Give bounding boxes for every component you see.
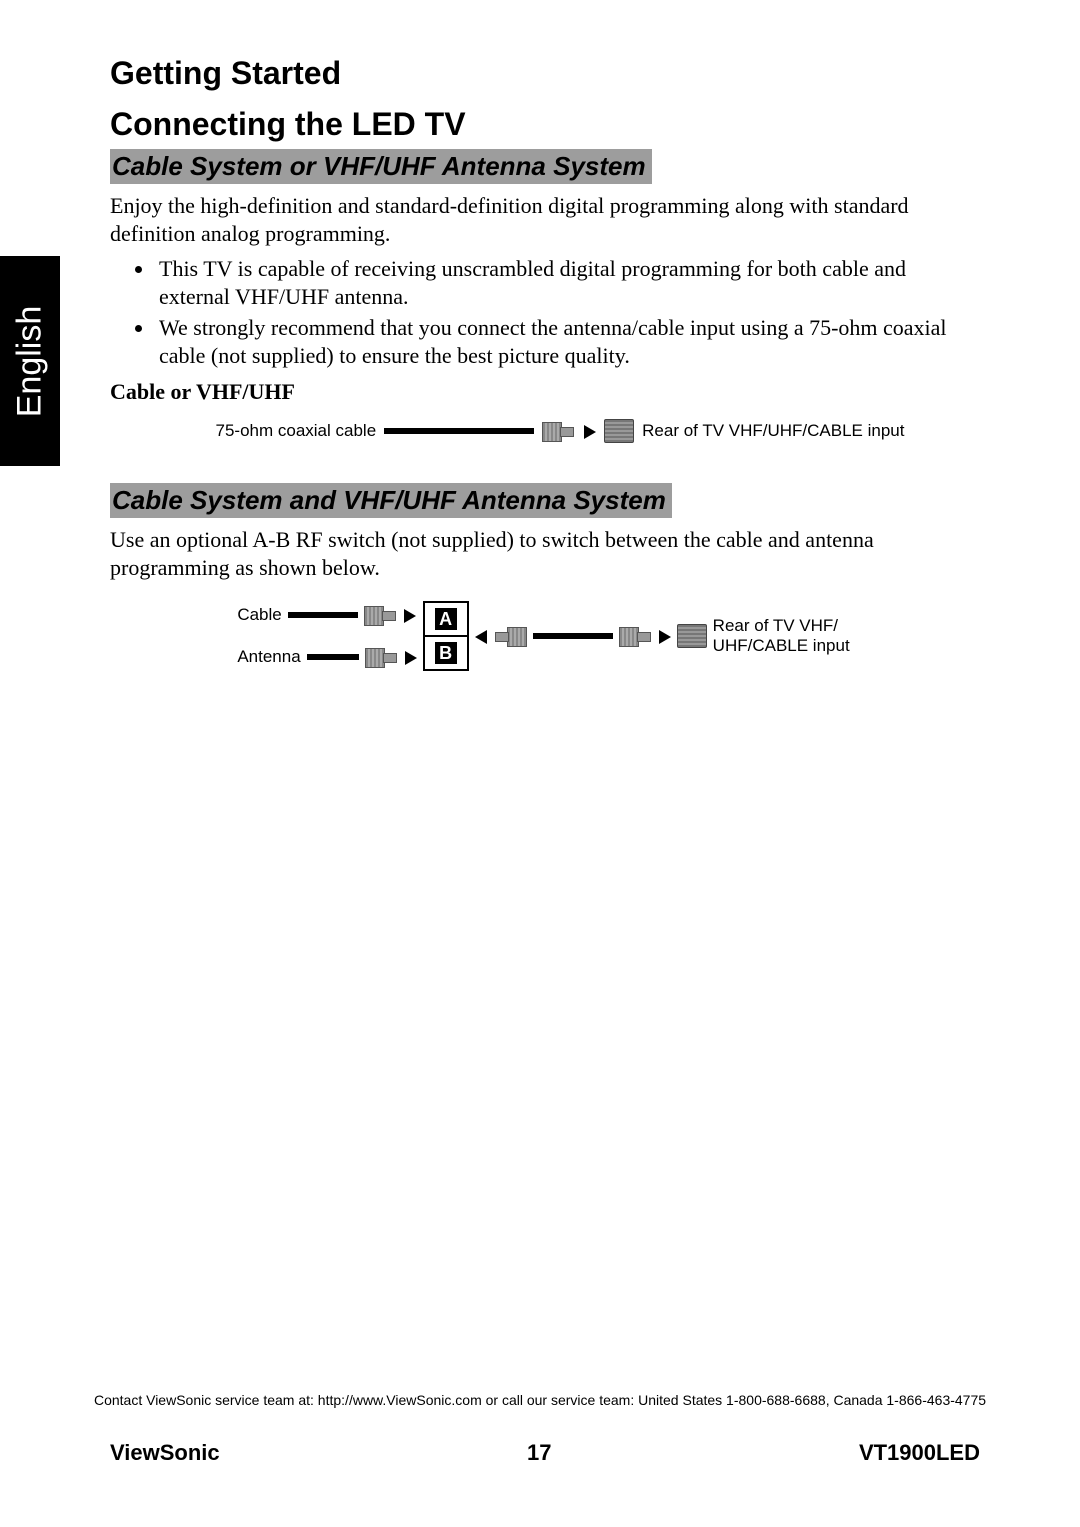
page-content: Getting Started Connecting the LED TV Ca… [110, 55, 980, 671]
heading-getting-started: Getting Started [110, 55, 980, 92]
coax-socket-icon [604, 419, 634, 443]
paragraph-intro: Enjoy the high-definition and standard-d… [110, 192, 980, 247]
label-cable: Cable [237, 605, 281, 625]
arrow-right-icon [582, 421, 596, 441]
language-label: English [11, 305, 50, 417]
coax-plug-icon [364, 604, 396, 626]
bullet-item: We strongly recommend that you connect t… [155, 314, 980, 369]
label-antenna: Antenna [237, 647, 300, 667]
footer-bar: ViewSonic 17 VT1900LED [110, 1440, 980, 1466]
arrow-right-icon [403, 647, 417, 667]
diagram-ab-switch: Cable Antenna A B Rear of TV VHF/ UHF/CA… [110, 601, 980, 671]
arrow-right-icon [657, 626, 671, 646]
language-tab: English [0, 256, 60, 466]
footer-brand: ViewSonic [110, 1440, 220, 1466]
diagram-left-labels: Cable Antenna [237, 604, 416, 668]
coax-plug-icon [619, 625, 651, 647]
footer-model: VT1900LED [859, 1440, 980, 1466]
coax-plug-icon [495, 625, 527, 647]
diagram-label-left: 75-ohm coaxial cable [216, 421, 377, 441]
cable-line [307, 654, 359, 660]
ab-switch-box: A B [423, 601, 469, 671]
arrow-left-icon [475, 626, 489, 646]
cable-line [288, 612, 358, 618]
coax-plug-icon [365, 646, 397, 668]
label-rear-tv: Rear of TV VHF/ UHF/CABLE input [713, 616, 853, 657]
bullet-item: This TV is capable of receiving unscramb… [155, 255, 980, 310]
footer-page: 17 [527, 1440, 551, 1466]
arrow-right-icon [402, 605, 416, 625]
diagram-single-cable: 75-ohm coaxial cable Rear of TV VHF/UHF/… [140, 419, 980, 443]
cable-line [533, 633, 613, 639]
subheading-cable-vhf: Cable or VHF/UHF [110, 379, 980, 405]
footer-contact: Contact ViewSonic service team at: http:… [0, 1392, 1080, 1408]
coax-socket-icon [677, 624, 707, 648]
diagram-label-right: Rear of TV VHF/UHF/CABLE input [642, 421, 904, 441]
heading-connecting: Connecting the LED TV [110, 106, 980, 143]
switch-a: A [425, 603, 467, 637]
coax-plug-icon [542, 420, 574, 442]
heading-cable-and-antenna: Cable System and VHF/UHF Antenna System [110, 483, 672, 518]
switch-b: B [425, 637, 467, 669]
heading-cable-or-antenna: Cable System or VHF/UHF Antenna System [110, 149, 652, 184]
bullet-list: This TV is capable of receiving unscramb… [155, 255, 980, 369]
cable-line [384, 428, 534, 434]
paragraph-ab-switch: Use an optional A-B RF switch (not suppl… [110, 526, 980, 581]
